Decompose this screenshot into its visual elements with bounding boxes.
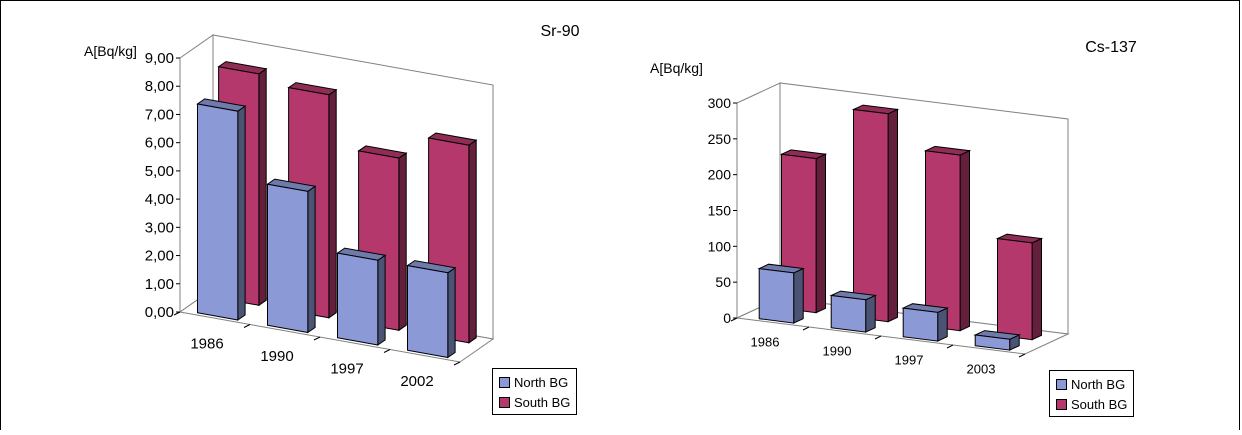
- x-tick: [730, 317, 738, 322]
- bar-north-1997: [901, 303, 949, 342]
- y-tick-label: 150: [708, 203, 732, 219]
- y-tick-label: 300: [708, 95, 732, 111]
- legend-swatch-south: [499, 396, 510, 408]
- legend-swatch-north: [499, 376, 510, 388]
- legend: North BG South BG: [492, 368, 578, 415]
- y-tick-label: 2,00: [145, 248, 174, 265]
- y-tick-label: 9,00: [145, 50, 174, 67]
- legend-item-north: North BG: [1056, 374, 1127, 394]
- x-tick-label: 1997: [330, 360, 363, 377]
- bar-north-1990: [266, 178, 317, 334]
- chart-title: Sr-90: [540, 23, 579, 40]
- y-axis-label: A[Bq/kg]: [84, 43, 137, 59]
- legend-item-south: South BG: [1056, 394, 1127, 414]
- y-tick-label: 200: [708, 167, 732, 183]
- bar-south-2003: [995, 233, 1044, 341]
- y-axis-label: A[Bq/kg]: [650, 60, 703, 76]
- bar-north-2003: [973, 330, 1021, 351]
- bar-north-1986: [757, 263, 805, 324]
- x-tick: [874, 335, 882, 340]
- chart-sr90-plot: Sr-90 A[Bq/kg] 0,00 1,00 2,00 3,00 4,00 5,00 6…: [84, 23, 580, 390]
- bar-north-1997: [336, 247, 387, 346]
- y-tick-label: 0: [723, 310, 731, 326]
- x-tick: [313, 336, 321, 341]
- x-tick: [173, 311, 181, 316]
- legend-item-north: North BG: [499, 372, 570, 392]
- legend-label-north: North BG: [514, 374, 569, 390]
- x-tick-label: 1990: [260, 348, 293, 365]
- bar-south-1990: [851, 104, 900, 323]
- chart-title: Cs-137: [1085, 39, 1137, 56]
- y-tick-label: 250: [708, 131, 732, 147]
- x-tick: [802, 326, 810, 331]
- chart-cs137-plot: Cs-137 A[Bq/kg] 0 50 100 150 200 250 300 1986 19…: [650, 39, 1137, 377]
- x-tick: [383, 349, 391, 353]
- legend-swatch-north: [1056, 378, 1067, 390]
- y-tick-label: 7,00: [145, 106, 174, 123]
- y-tick-label: 4,00: [145, 191, 174, 208]
- y-tick-label: 6,00: [145, 135, 174, 152]
- x-tick: [243, 324, 251, 328]
- y-tick-label: 8,00: [145, 78, 174, 95]
- x-tick-label: 2002: [400, 373, 433, 390]
- y-tick-label: 5,00: [145, 163, 174, 180]
- chart-sr90: Sr-90 A[Bq/kg] 0,00 1,00 2,00 3,00 4,00 5,00 6…: [0, 0, 621, 430]
- x-tick-label: 2003: [967, 362, 996, 377]
- y-tick-label: 100: [708, 238, 732, 254]
- legend-label-south: South BG: [1071, 396, 1128, 412]
- y-tick-label: 0,00: [145, 304, 174, 321]
- x-tick-label: 1990: [823, 344, 852, 359]
- bar-north-2002: [406, 260, 457, 359]
- legend-label-south: South BG: [514, 394, 571, 410]
- bar-north-1990: [829, 290, 877, 333]
- y-tick-label: 1,00: [145, 276, 174, 293]
- bar-south-1997: [923, 145, 972, 332]
- y-tick-label: 50: [715, 274, 731, 290]
- chart-cs137: Cs-137 A[Bq/kg] 0 50 100 150 200 250 300 1986 19…: [621, 0, 1242, 430]
- x-tick-label: 1986: [751, 335, 780, 350]
- legend-label-north: North BG: [1071, 376, 1126, 392]
- x-tick: [453, 361, 461, 366]
- legend: North BG South BG: [1049, 370, 1135, 417]
- x-tick: [1018, 353, 1026, 358]
- x-tick: [946, 344, 954, 349]
- y-tick-label: 3,00: [145, 219, 174, 236]
- legend-swatch-south: [1056, 398, 1067, 410]
- x-tick-label: 1986: [190, 335, 223, 352]
- x-tick-label: 1997: [895, 353, 924, 368]
- legend-item-south: South BG: [499, 392, 570, 412]
- bar-north-1986: [196, 98, 247, 321]
